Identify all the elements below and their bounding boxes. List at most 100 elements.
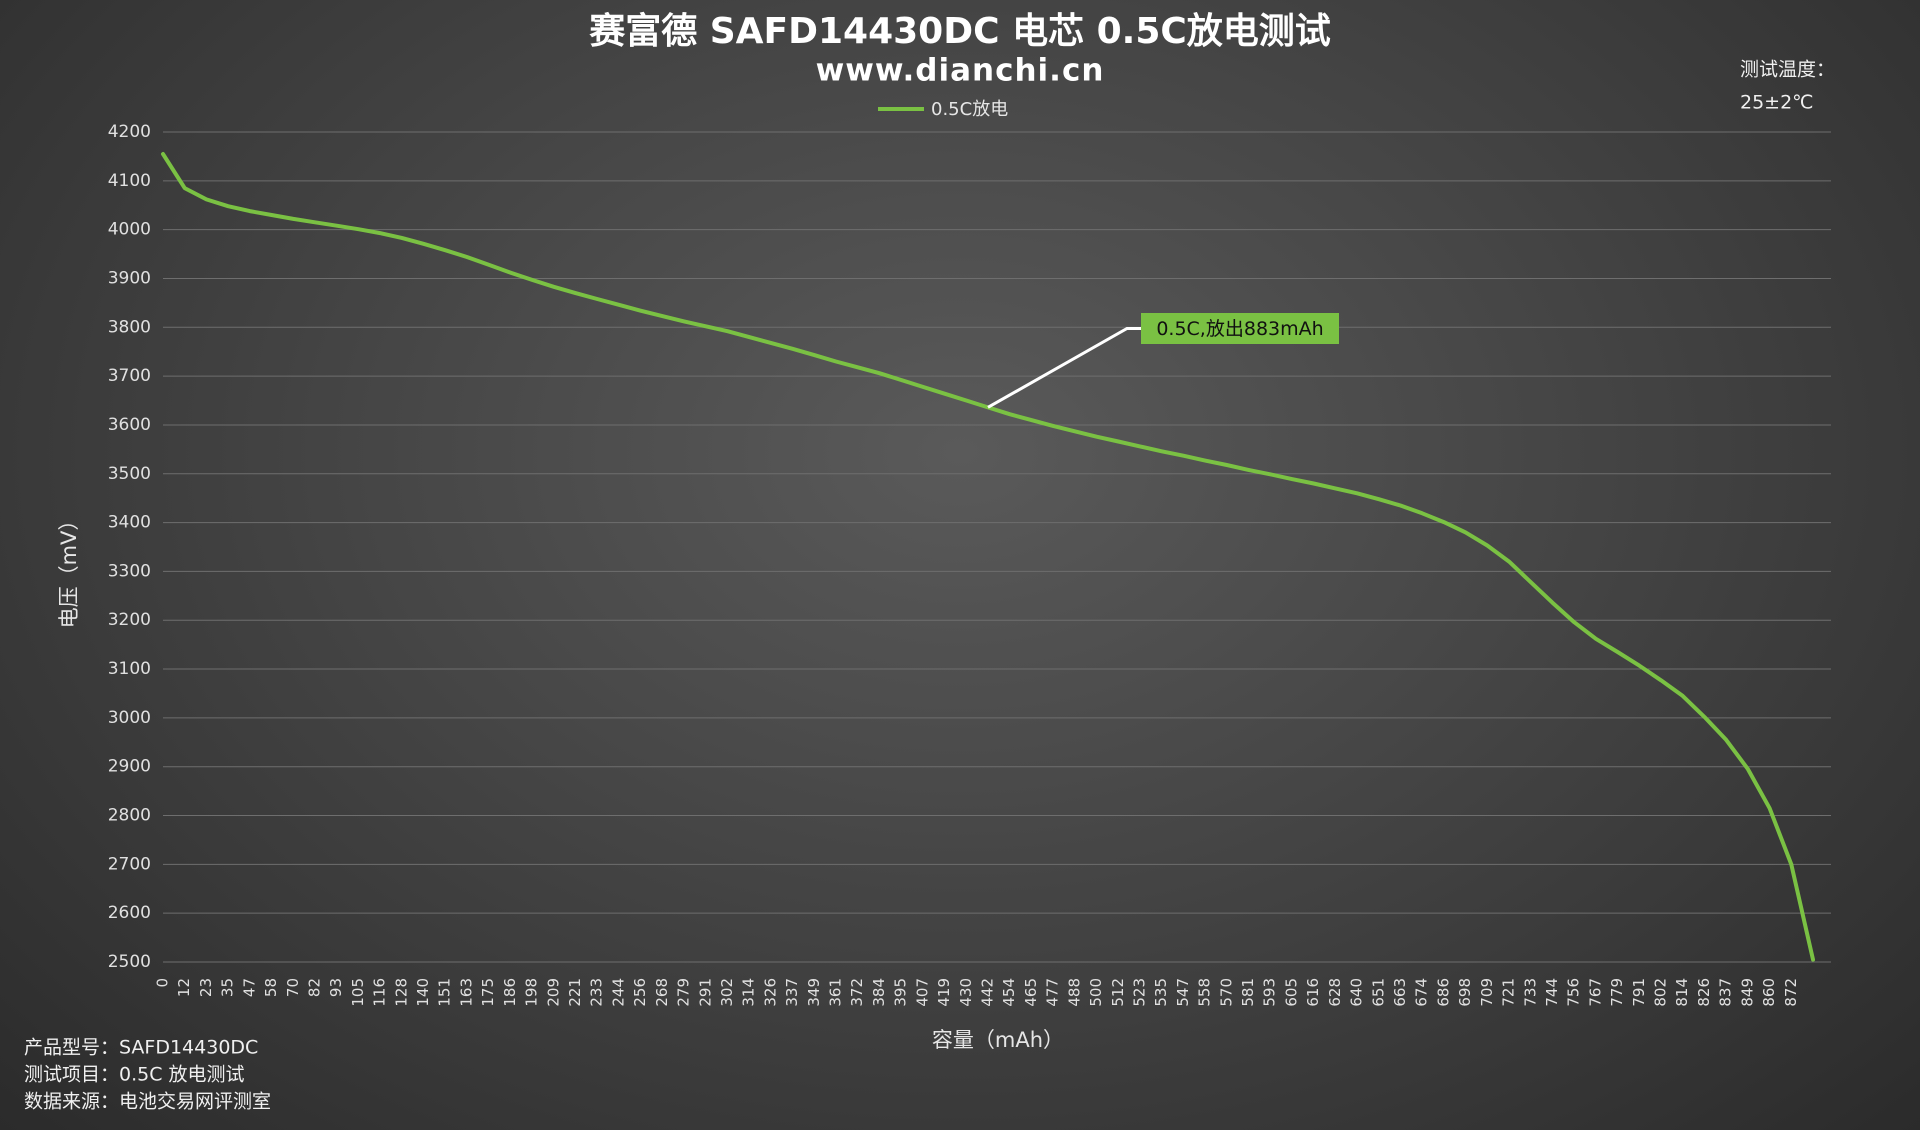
y-tick-label: 2500 xyxy=(108,952,151,972)
x-tick-label: 663 xyxy=(1391,978,1409,1007)
x-tick-label: 523 xyxy=(1130,978,1148,1007)
x-tick-label: 802 xyxy=(1652,978,1670,1007)
x-tick-label: 0 xyxy=(154,978,172,988)
y-tick-label: 3700 xyxy=(108,366,151,386)
x-tick-label: 419 xyxy=(935,978,953,1007)
x-tick-label: 709 xyxy=(1478,978,1496,1007)
x-tick-label: 105 xyxy=(349,978,367,1007)
x-tick-label: 767 xyxy=(1586,978,1604,1007)
x-tick-label: 209 xyxy=(544,978,562,1007)
x-tick-label: 674 xyxy=(1413,978,1431,1007)
x-tick-label: 35 xyxy=(219,978,237,997)
y-tick-label: 3500 xyxy=(108,464,151,484)
y-tick-label: 3000 xyxy=(108,708,151,728)
x-tick-label: 605 xyxy=(1282,978,1300,1007)
annotation-label: 0.5C,放出883mAh xyxy=(1156,318,1323,340)
x-tick-label: 733 xyxy=(1521,978,1539,1007)
annotation-leader xyxy=(987,327,1141,409)
x-axis-title: 容量（mAh） xyxy=(932,1028,1064,1052)
note: 产品型号：SAFD14430DC xyxy=(24,1037,258,1059)
x-tick-label: 430 xyxy=(957,978,975,1007)
x-tick-label: 82 xyxy=(305,978,323,997)
x-tick-label: 814 xyxy=(1673,978,1691,1007)
y-tick-label: 4200 xyxy=(108,122,151,142)
x-tick-label: 116 xyxy=(371,978,389,1007)
note: 测试项目：0.5C 放电测试 xyxy=(24,1064,245,1086)
x-tick-label: 198 xyxy=(523,978,541,1007)
legend-label: 0.5C放电 xyxy=(931,99,1008,120)
y-tick-label: 3100 xyxy=(108,659,151,679)
x-tick-label: 616 xyxy=(1304,978,1322,1007)
chart-title: 赛富德 SAFD14430DC 电芯 0.5C放电测试 xyxy=(589,10,1331,52)
x-tick-label: 163 xyxy=(457,978,475,1007)
x-tick-label: 186 xyxy=(501,978,519,1007)
x-tick-label: 233 xyxy=(588,978,606,1007)
x-tick-label: 326 xyxy=(761,978,779,1007)
x-tick-label: 372 xyxy=(848,978,866,1007)
x-tick-label: 860 xyxy=(1760,978,1778,1007)
x-tick-label: 93 xyxy=(327,978,345,997)
x-tick-label: 849 xyxy=(1738,978,1756,1007)
x-tick-label: 512 xyxy=(1109,978,1127,1007)
x-tick-label: 58 xyxy=(262,978,280,997)
x-tick-label: 826 xyxy=(1695,978,1713,1007)
x-tick-label: 349 xyxy=(805,978,823,1007)
x-tick-label: 361 xyxy=(827,978,845,1007)
x-tick-label: 454 xyxy=(1000,978,1018,1007)
x-tick-label: 314 xyxy=(740,978,758,1007)
y-tick-label: 4100 xyxy=(108,171,151,191)
y-tick-label: 2800 xyxy=(108,806,151,826)
x-tick-label: 128 xyxy=(392,978,410,1007)
x-tick-label: 500 xyxy=(1087,978,1105,1007)
x-tick-label: 291 xyxy=(696,978,714,1007)
x-tick-label: 442 xyxy=(979,978,997,1007)
x-tick-label: 337 xyxy=(783,978,801,1007)
y-tick-label: 3300 xyxy=(108,561,151,581)
annotation-box xyxy=(1141,313,1339,344)
temperature-value: 25±2℃ xyxy=(1740,92,1814,114)
x-tick-label: 581 xyxy=(1239,978,1257,1007)
x-tick-label: 151 xyxy=(436,978,454,1007)
x-tick-label: 547 xyxy=(1174,978,1192,1007)
x-tick-label: 756 xyxy=(1565,978,1583,1007)
note: 数据来源：电池交易网评测室 xyxy=(24,1091,271,1113)
x-tick-label: 872 xyxy=(1782,978,1800,1007)
x-tick-label: 23 xyxy=(197,978,215,997)
data-line xyxy=(161,152,1815,962)
x-tick-label: 698 xyxy=(1456,978,1474,1007)
x-tick-label: 465 xyxy=(1022,978,1040,1007)
chart-subtitle: www.dianchi.cn xyxy=(816,53,1105,89)
temperature-label: 测试温度： xyxy=(1740,59,1835,81)
y-tick-label: 2700 xyxy=(108,854,151,874)
y-tick-label: 3400 xyxy=(108,513,151,533)
y-axis-title: 电压（mV） xyxy=(57,510,81,629)
x-tick-label: 744 xyxy=(1543,978,1561,1007)
x-tick-label: 570 xyxy=(1217,978,1235,1007)
x-tick-label: 407 xyxy=(913,978,931,1007)
y-tick-label: 4000 xyxy=(108,220,151,240)
x-tick-label: 384 xyxy=(870,978,888,1007)
x-tick-label: 779 xyxy=(1608,978,1626,1007)
x-tick-label: 721 xyxy=(1500,978,1518,1007)
x-tick-label: 395 xyxy=(892,978,910,1007)
y-tick-label: 2900 xyxy=(108,757,151,777)
x-tick-label: 221 xyxy=(566,978,584,1007)
x-tick-label: 651 xyxy=(1369,978,1387,1007)
x-tick-label: 640 xyxy=(1348,978,1366,1007)
y-tick-label: 2600 xyxy=(108,903,151,923)
x-tick-label: 256 xyxy=(631,978,649,1007)
x-tick-label: 279 xyxy=(675,978,693,1007)
x-tick-label: 175 xyxy=(479,978,497,1007)
x-tick-label: 837 xyxy=(1717,978,1735,1007)
x-tick-label: 140 xyxy=(414,978,432,1007)
x-tick-label: 791 xyxy=(1630,978,1648,1007)
x-tick-label: 302 xyxy=(718,978,736,1007)
y-tick-label: 3800 xyxy=(108,317,151,337)
x-tick-label: 535 xyxy=(1152,978,1170,1007)
x-tick-label: 558 xyxy=(1196,978,1214,1007)
x-tick-label: 268 xyxy=(653,978,671,1007)
x-tick-label: 12 xyxy=(175,978,193,997)
x-tick-label: 628 xyxy=(1326,978,1344,1007)
x-tick-label: 477 xyxy=(1044,978,1062,1007)
